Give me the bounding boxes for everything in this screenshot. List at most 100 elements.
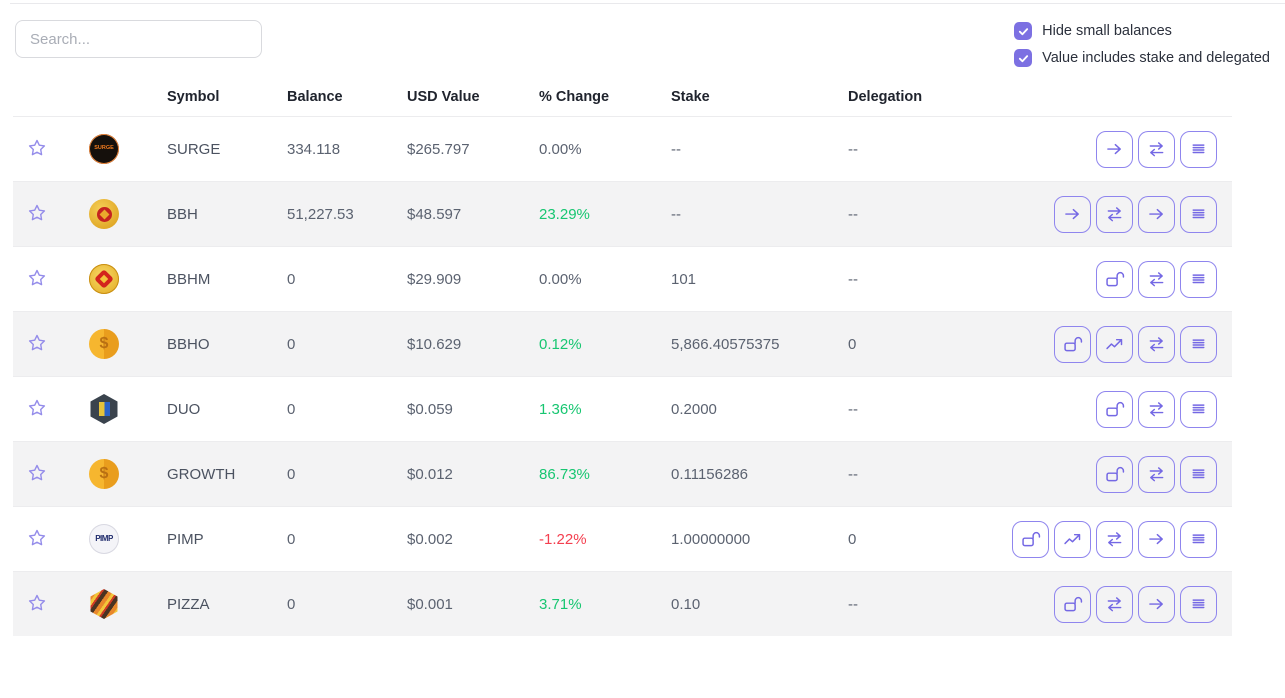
history-button[interactable] bbox=[1180, 585, 1217, 623]
unlock-button[interactable] bbox=[1096, 455, 1133, 493]
list-icon bbox=[1192, 533, 1205, 543]
favorite-star-button[interactable] bbox=[25, 397, 49, 421]
favorite-star-button[interactable] bbox=[25, 462, 49, 486]
symbol-cell: BBHO bbox=[167, 335, 210, 353]
filter-option: Value includes stake and delegated bbox=[1014, 49, 1270, 67]
swap-button[interactable] bbox=[1138, 390, 1175, 428]
column-header-symbol: Symbol bbox=[167, 89, 220, 105]
row-actions bbox=[976, 585, 1232, 623]
check-icon bbox=[1018, 27, 1028, 35]
unlock-button[interactable] bbox=[1054, 585, 1091, 623]
pimp-token-icon: PIMP bbox=[89, 524, 119, 554]
unlock-button[interactable] bbox=[1012, 520, 1049, 558]
swap-icon bbox=[1149, 466, 1164, 481]
arrow-right-icon bbox=[1107, 143, 1121, 154]
unlock-button[interactable] bbox=[1096, 390, 1133, 428]
favorite-star-button[interactable] bbox=[25, 137, 49, 161]
transfer-button[interactable] bbox=[1138, 520, 1175, 558]
row-actions bbox=[976, 260, 1232, 298]
stake-cell: 0.2000 bbox=[671, 400, 717, 418]
favorite-star-button[interactable] bbox=[25, 332, 49, 356]
favorite-star-button[interactable] bbox=[25, 592, 49, 616]
balance-cell: 0 bbox=[287, 530, 296, 548]
swap-button[interactable] bbox=[1096, 195, 1133, 233]
star-icon bbox=[28, 464, 46, 481]
table-row: BBHM 0 $29.909 0.00% 101 -- bbox=[13, 246, 1232, 311]
star-icon bbox=[28, 399, 46, 416]
gold-dollar-token-icon: $ bbox=[89, 459, 119, 489]
swap-icon bbox=[1107, 531, 1122, 546]
swap-icon bbox=[1149, 336, 1164, 351]
history-button[interactable] bbox=[1180, 260, 1217, 298]
column-header-delegation: Delegation bbox=[848, 89, 923, 105]
filter-label: Hide small balances bbox=[1042, 23, 1172, 39]
table-body: SURGE SURGE 334.118 $265.797 0.00% -- --… bbox=[13, 116, 1232, 636]
favorite-star-button[interactable] bbox=[25, 202, 49, 226]
search-input[interactable] bbox=[15, 20, 262, 58]
unlock-button[interactable] bbox=[1096, 260, 1133, 298]
unlock-icon bbox=[1022, 531, 1041, 546]
swap-button[interactable] bbox=[1138, 260, 1175, 298]
unlock-icon bbox=[1064, 596, 1083, 611]
arrow-right-icon bbox=[1149, 208, 1163, 219]
favorite-star-button[interactable] bbox=[25, 527, 49, 551]
delegation-cell: -- bbox=[848, 205, 858, 223]
checkbox-checked[interactable] bbox=[1014, 49, 1033, 67]
stake-cell: -- bbox=[671, 205, 681, 223]
list-icon bbox=[1192, 143, 1205, 153]
bbh-token-icon bbox=[89, 199, 119, 229]
transfer-button[interactable] bbox=[1138, 195, 1175, 233]
usd-value-cell: $48.597 bbox=[407, 205, 462, 223]
checkbox-checked[interactable] bbox=[1014, 22, 1033, 40]
delegation-cell: -- bbox=[848, 465, 858, 483]
transfer-button[interactable] bbox=[1138, 585, 1175, 623]
swap-button[interactable] bbox=[1138, 325, 1175, 363]
star-icon bbox=[28, 529, 46, 546]
symbol-cell: GROWTH bbox=[167, 465, 236, 483]
delegation-cell: -- bbox=[848, 140, 858, 158]
column-header-usd-value: USD Value bbox=[407, 89, 480, 105]
table-row: SURGE SURGE 334.118 $265.797 0.00% -- -- bbox=[13, 116, 1232, 181]
history-button[interactable] bbox=[1180, 325, 1217, 363]
usd-value-cell: $0.059 bbox=[407, 400, 453, 418]
change-cell: 23.29% bbox=[539, 205, 590, 223]
chart-button[interactable] bbox=[1096, 325, 1133, 363]
transfer-button[interactable] bbox=[1096, 130, 1133, 168]
swap-button[interactable] bbox=[1138, 455, 1175, 493]
change-cell: 86.73% bbox=[539, 465, 590, 483]
favorite-star-button[interactable] bbox=[25, 267, 49, 291]
row-actions bbox=[976, 520, 1232, 558]
arrow-right-icon bbox=[1149, 598, 1163, 609]
row-actions bbox=[976, 455, 1232, 493]
table-row: $ GROWTH 0 $0.012 86.73% 0.11156286 -- bbox=[13, 441, 1232, 506]
table-row: PIZZA 0 $0.001 3.71% 0.10 -- bbox=[13, 571, 1232, 636]
change-cell: 0.12% bbox=[539, 335, 582, 353]
unlock-icon bbox=[1106, 466, 1125, 481]
history-button[interactable] bbox=[1180, 130, 1217, 168]
history-button[interactable] bbox=[1180, 455, 1217, 493]
swap-button[interactable] bbox=[1138, 130, 1175, 168]
change-cell: 1.36% bbox=[539, 400, 582, 418]
delegation-cell: 0 bbox=[848, 335, 857, 353]
unlock-icon bbox=[1106, 271, 1125, 286]
list-icon bbox=[1192, 598, 1205, 608]
column-header-balance: Balance bbox=[287, 89, 343, 105]
chart-button[interactable] bbox=[1054, 520, 1091, 558]
history-button[interactable] bbox=[1180, 390, 1217, 428]
star-icon bbox=[28, 269, 46, 286]
history-button[interactable] bbox=[1180, 520, 1217, 558]
usd-value-cell: $29.909 bbox=[407, 270, 462, 288]
duo-token-icon bbox=[90, 394, 118, 424]
trend-icon bbox=[1106, 338, 1123, 349]
usd-value-cell: $0.001 bbox=[407, 595, 453, 613]
table-row: PIMP PIMP 0 $0.002 -1.22% 1.00000000 0 bbox=[13, 506, 1232, 571]
star-icon bbox=[28, 334, 46, 351]
symbol-cell: BBH bbox=[167, 205, 198, 223]
gold-dollar-token-icon: $ bbox=[89, 329, 119, 359]
swap-button[interactable] bbox=[1096, 520, 1133, 558]
unlock-button[interactable] bbox=[1054, 325, 1091, 363]
history-button[interactable] bbox=[1180, 195, 1217, 233]
transfer-button[interactable] bbox=[1054, 195, 1091, 233]
swap-button[interactable] bbox=[1096, 585, 1133, 623]
